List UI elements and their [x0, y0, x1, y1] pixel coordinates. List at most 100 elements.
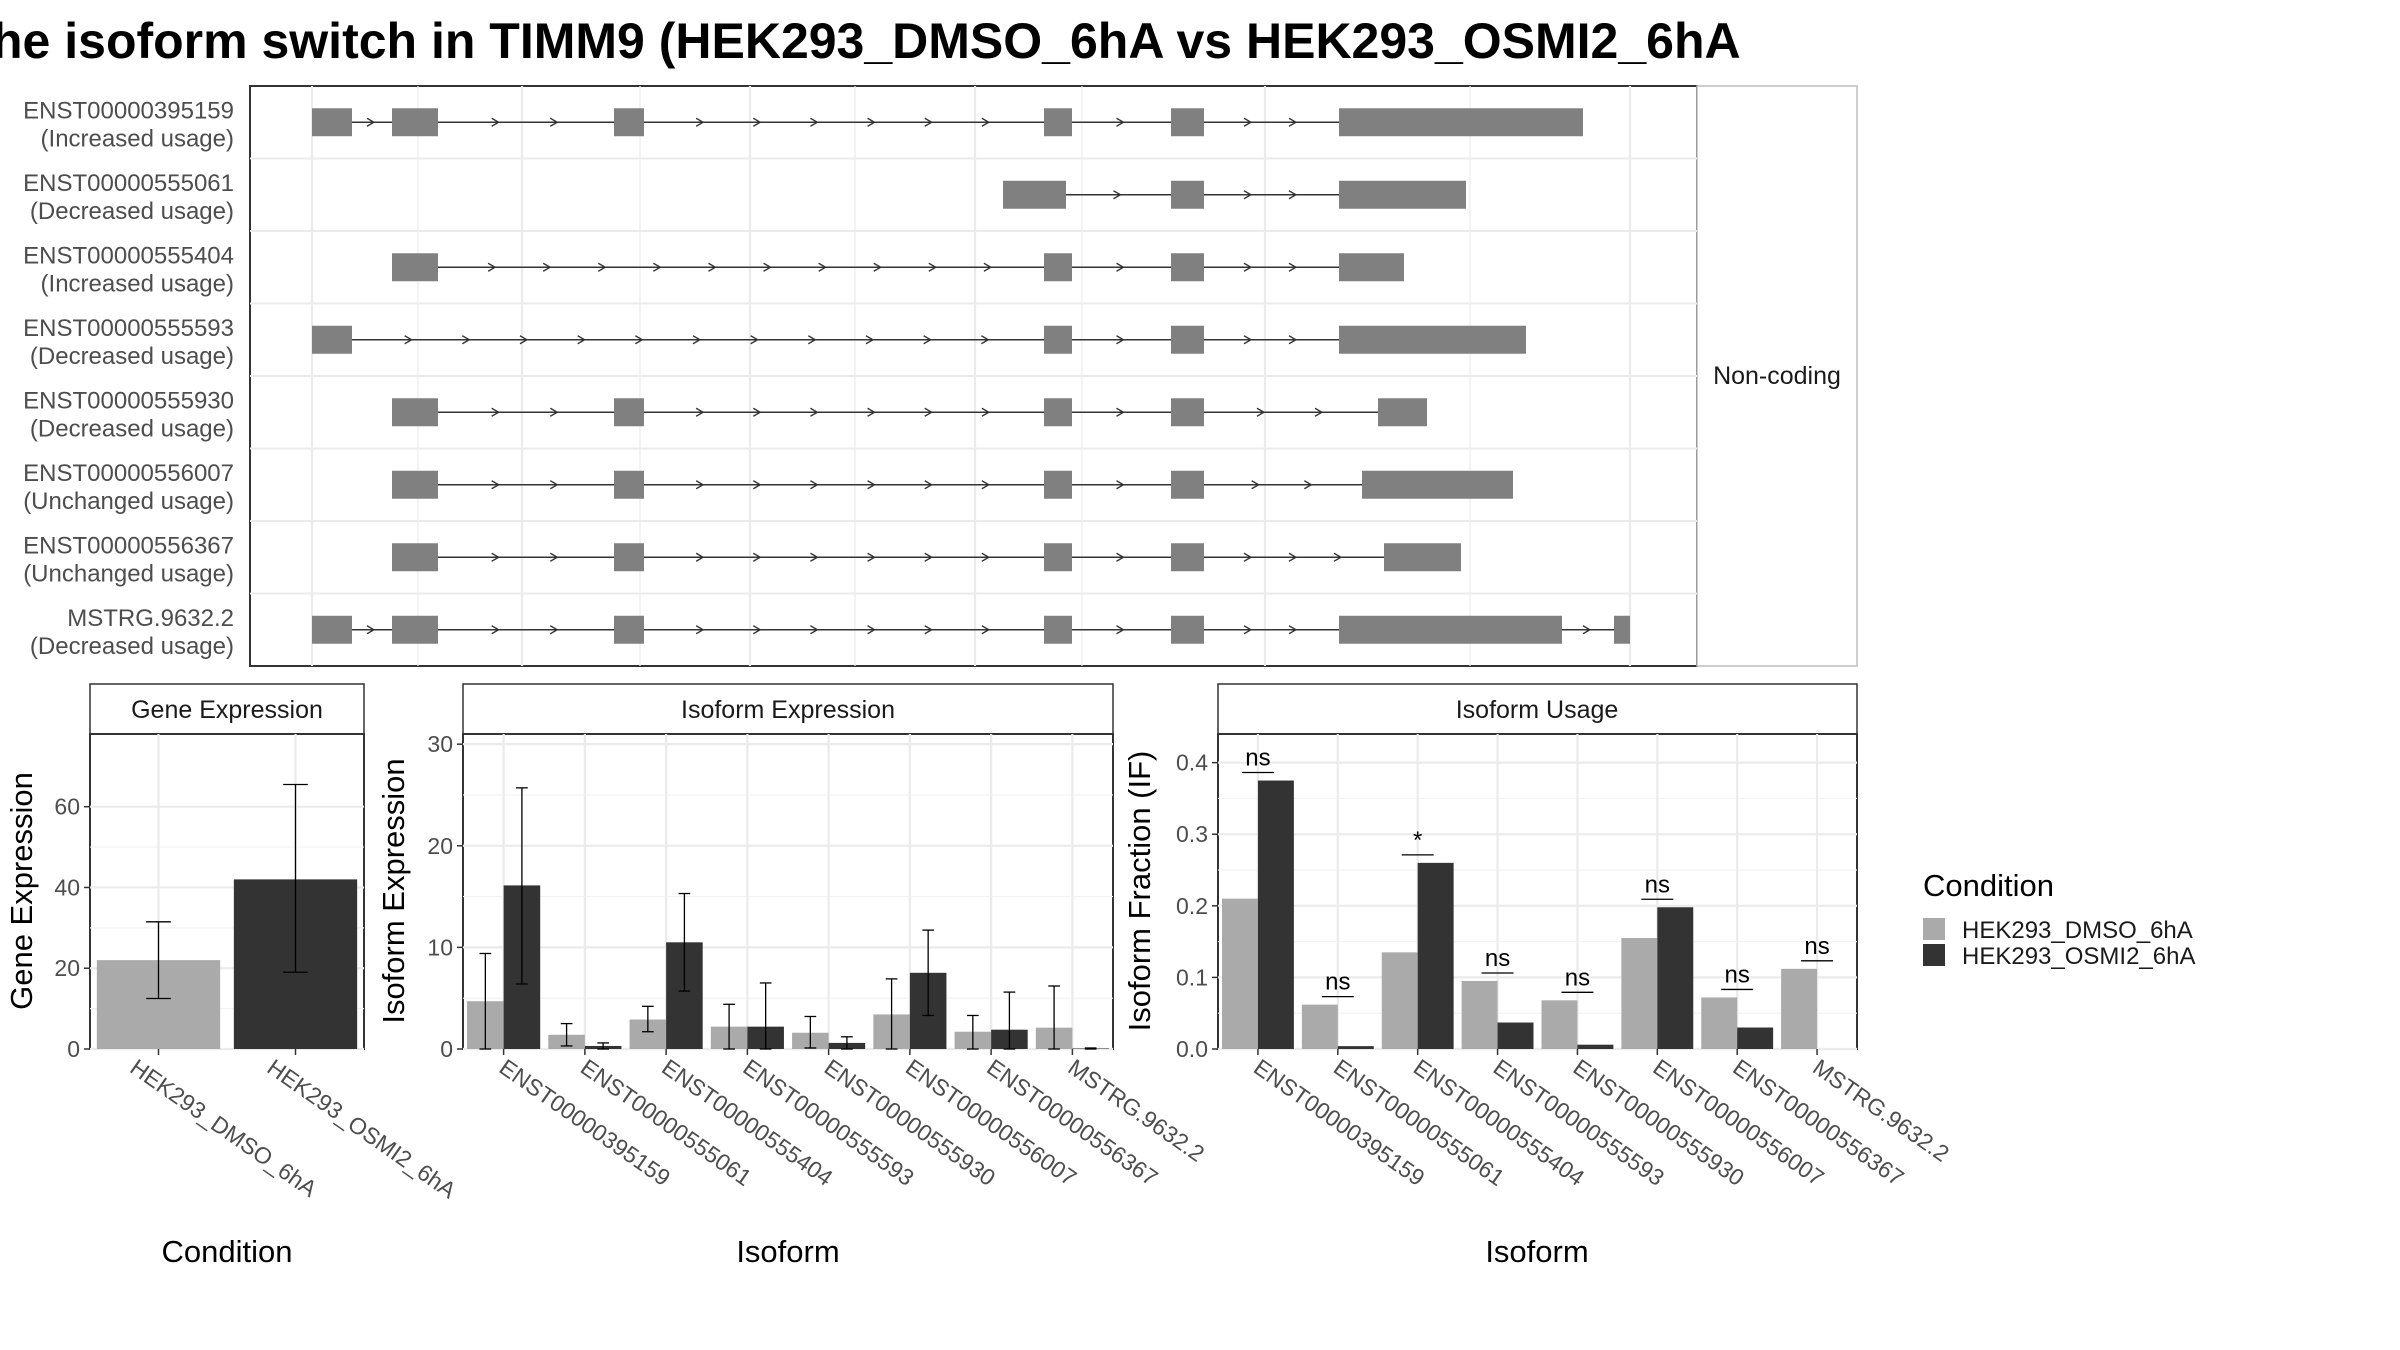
intron-arrow	[923, 335, 932, 345]
intron-arrow	[1243, 335, 1253, 345]
isoform-expression-strip	[462, 683, 1114, 735]
intron-arrow	[752, 552, 762, 562]
intron-arrow	[542, 262, 552, 272]
intron-arrow	[981, 625, 991, 635]
exon-block	[1171, 180, 1204, 209]
intron-arrow	[1251, 480, 1260, 490]
y-tick-label: 0	[440, 1036, 453, 1062]
exon-block	[312, 325, 352, 354]
intron-arrow	[1116, 480, 1125, 490]
intron-arrow	[1288, 625, 1298, 635]
intron-arrow	[1304, 480, 1313, 490]
isoform-usage-label: (Decreased usage)	[30, 343, 234, 370]
intron-arrow	[981, 335, 990, 345]
exon-block	[1044, 325, 1072, 354]
significance-label: ns	[1645, 871, 1670, 898]
isoform-id-label: ENST00000555061	[23, 170, 234, 197]
intron-arrow	[867, 552, 876, 562]
exon-block	[392, 398, 438, 427]
intron-arrow	[810, 625, 819, 635]
exon-block	[392, 615, 438, 644]
isoform-id-label: ENST00000555593	[23, 315, 234, 342]
intron-arrow	[1288, 335, 1298, 345]
legend-swatch-dmso	[1923, 918, 1945, 940]
x-tick-label: MSTRG.9632.2	[1064, 1054, 1210, 1167]
exon-block	[1171, 398, 1204, 427]
exon-block	[392, 253, 438, 282]
gene-expression-x-title: Condition	[162, 1234, 293, 1269]
isoform-expression-x-title: Isoform	[736, 1234, 839, 1269]
intron-arrow	[981, 407, 991, 417]
exon-block	[614, 543, 644, 572]
bar	[1461, 980, 1498, 1049]
isoform-id-label: MSTRG.9632.2	[67, 605, 234, 632]
intron-arrow	[487, 262, 497, 272]
intron-arrow	[981, 552, 991, 562]
intron-arrow	[550, 117, 559, 127]
gene-expression-strip	[89, 683, 365, 735]
intron-arrow	[763, 262, 772, 272]
intron-arrow	[752, 480, 762, 490]
exon-block	[1171, 615, 1204, 644]
exon-block	[614, 615, 644, 644]
bar	[1301, 1004, 1338, 1049]
y-tick-label: 40	[54, 874, 80, 900]
exon-block	[614, 108, 644, 137]
gene-expression-strip-label: Gene Expression	[131, 696, 323, 724]
intron-arrow	[924, 552, 934, 562]
exon-block	[312, 108, 352, 137]
intron-arrow	[810, 480, 819, 490]
intron-arrow	[750, 335, 759, 345]
intron-arrow	[867, 625, 876, 635]
exon-block	[1003, 180, 1066, 209]
intron-arrow	[865, 335, 875, 345]
intron-arrow	[635, 335, 644, 345]
bar	[1381, 952, 1418, 1049]
isoform-id-label: ENST00000556367	[23, 532, 234, 559]
bar	[1657, 907, 1694, 1049]
intron-arrow	[366, 117, 376, 127]
isoform-usage-label: (Decreased usage)	[30, 633, 234, 660]
intron-arrow	[752, 407, 762, 417]
intron-arrow	[1582, 625, 1592, 635]
exon-block	[1339, 253, 1404, 282]
bar	[1621, 938, 1658, 1049]
isoform-usage-label: (Unchanged usage)	[23, 488, 234, 515]
y-tick-label: 0.3	[1176, 821, 1208, 847]
y-tick-label: 0	[67, 1036, 80, 1062]
intron-arrow	[1116, 262, 1125, 272]
significance-label: ns	[1245, 745, 1270, 772]
gene-expression-y-title: Gene Expression	[4, 772, 39, 1010]
intron-arrow	[695, 117, 705, 127]
legend-label-dmso: HEK293_DMSO_6hA	[1962, 917, 2193, 944]
legend-swatch-osmi	[1923, 944, 1945, 966]
intron-arrow	[550, 407, 559, 417]
exon-block	[1044, 615, 1072, 644]
exon-block	[1044, 470, 1072, 499]
intron-arrow	[491, 480, 500, 490]
bar	[1541, 1000, 1578, 1049]
intron-arrow	[810, 117, 819, 127]
bar	[1417, 862, 1454, 1049]
intron-arrow	[519, 335, 529, 345]
y-tick-label: 20	[54, 955, 80, 981]
intron-arrow	[867, 117, 876, 127]
intron-arrow	[692, 335, 702, 345]
intron-arrow	[366, 625, 376, 635]
exon-block	[614, 470, 644, 499]
exon-block	[392, 470, 438, 499]
intron-arrow	[462, 335, 471, 345]
intron-arrow	[708, 262, 717, 272]
exon-block	[1339, 615, 1562, 644]
significance-label: ns	[1565, 964, 1590, 991]
exon-block	[1614, 615, 1630, 644]
intron-arrow	[1116, 117, 1125, 127]
exon-block	[614, 398, 644, 427]
intron-arrow	[1116, 407, 1125, 417]
intron-arrow	[1288, 552, 1298, 562]
exon-block	[312, 615, 352, 644]
isoform-usage-label: (Decreased usage)	[30, 415, 234, 442]
isoform-usage-panel: Isoform Usage 0.00.10.20.30.4ENST0000039…	[1122, 683, 1954, 1269]
